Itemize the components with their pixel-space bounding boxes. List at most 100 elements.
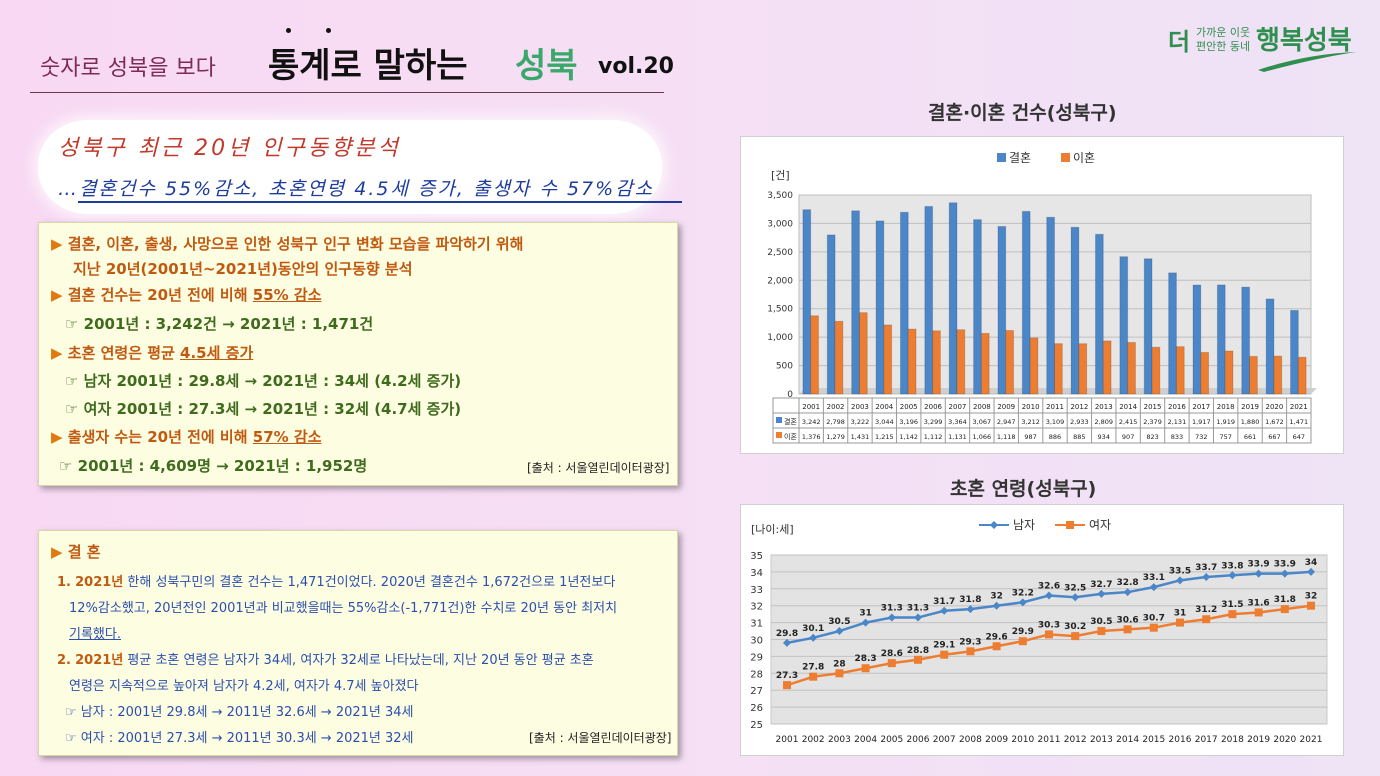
y-tick-label: 3,000 xyxy=(767,219,793,229)
logo-main: 행복성북 xyxy=(1256,26,1352,56)
logo-slogan-line2: 편안한 동네 xyxy=(1196,40,1251,53)
emphasis-dot xyxy=(326,28,331,33)
data-label: 1,917 xyxy=(1192,418,1211,426)
data-label: 3,212 xyxy=(1021,418,1040,426)
data-point-male xyxy=(1045,591,1053,600)
summary-marriage: ▶ 결혼 건수는 20년 전에 비해 55% 감소 xyxy=(51,286,322,304)
data-label: 885 xyxy=(1073,433,1085,441)
data-label: 32 xyxy=(990,592,1003,602)
data-point-female xyxy=(1123,625,1132,634)
header-title: 통계로 말하는 xyxy=(268,46,468,86)
x-tick-label: 2002 xyxy=(827,403,845,411)
data-point-female xyxy=(1202,615,1211,624)
bar-divorce xyxy=(932,330,941,395)
data-point-female xyxy=(835,669,844,678)
bar-divorce xyxy=(834,320,844,395)
data-label: 1,131 xyxy=(948,433,967,441)
bar-marriage xyxy=(997,225,1007,395)
x-tick-label: 2008 xyxy=(973,403,991,411)
chart2-panel: 25 26 27 28 29 30 31 32 33 34 35 [나이:세] 남자 여자 2001 2002… xyxy=(740,504,1344,756)
bar-marriage xyxy=(1143,258,1153,395)
age-male-detail: ☞ 남자 2001년 : 29.8세 → 2021년 : 34세 (4.2세 증… xyxy=(65,372,462,390)
data-label: 30.5 xyxy=(1090,617,1112,627)
data-label: 1,279 xyxy=(826,433,845,441)
marriage-change: 55% 감소 xyxy=(252,286,322,304)
x-tick-label: 2013 xyxy=(1095,403,1113,411)
data-label: 833 xyxy=(1171,433,1183,441)
data-label: 29.8 xyxy=(776,629,798,639)
bar-marriage xyxy=(1094,233,1104,395)
data-label: 32.7 xyxy=(1090,580,1112,590)
x-tick-label: 2011 xyxy=(1038,735,1061,745)
data-label: 732 xyxy=(1195,433,1207,441)
y-axis-label: [나이:세] xyxy=(751,523,794,536)
x-tick-label: 2008 xyxy=(959,735,982,745)
y-tick-label: 33 xyxy=(750,585,763,596)
detail-p2-line1: 2. 2021년 평균 초혼 연령은 남자가 34세, 여자가 32세로 나타났… xyxy=(57,653,594,668)
data-point-female xyxy=(809,672,818,681)
legend-swatch xyxy=(1061,153,1070,162)
data-point-female xyxy=(966,647,975,656)
x-tick-label: 2021 xyxy=(1300,735,1323,745)
y-tick-label: 2,000 xyxy=(767,276,793,286)
detail-box: ▶ 결 혼 1. 2021년 한해 성북구민의 결혼 건수는 1,471건이었다… xyxy=(38,530,678,756)
data-label: 31.6 xyxy=(1247,598,1269,608)
bar-marriage xyxy=(1021,210,1031,395)
data-label: 30.1 xyxy=(802,624,824,634)
data-point-female xyxy=(1045,630,1053,639)
x-tick-label: 2005 xyxy=(900,403,918,411)
data-label: 907 xyxy=(1122,433,1134,441)
data-point-male xyxy=(1071,593,1080,602)
data-label: 987 xyxy=(1024,433,1036,441)
data-point-male xyxy=(914,613,922,622)
summary-box: ▶ 결혼, 이혼, 출생, 사망으로 인한 성북구 인구 변화 모습을 파악하기… xyxy=(38,222,678,486)
y-tick-label: 1,500 xyxy=(767,305,793,315)
data-label: 1,215 xyxy=(875,433,894,441)
data-point-male xyxy=(1097,589,1106,598)
x-tick-label: 2013 xyxy=(1090,735,1113,745)
data-label: 3,242 xyxy=(802,418,821,426)
data-label: 32 xyxy=(1305,592,1318,602)
x-tick-label: 2020 xyxy=(1266,403,1284,411)
data-label: 28.3 xyxy=(854,654,876,664)
triangle-bullet-icon: ▶ xyxy=(51,344,68,362)
legend-label: 남자 xyxy=(1013,518,1035,532)
y-tick-label: 31 xyxy=(750,619,763,630)
data-label: 31.3 xyxy=(881,604,903,614)
x-tick-label: 2018 xyxy=(1217,403,1235,411)
x-tick-label: 2014 xyxy=(1116,735,1139,745)
data-point-female xyxy=(861,664,870,673)
summary-intro-2: 지난 20년(2001년~2021년)동안의 인구동향 분석 xyxy=(73,260,413,278)
data-label: 1,066 xyxy=(973,433,992,441)
data-table xyxy=(772,397,1312,444)
data-label: 31.7 xyxy=(933,597,955,607)
data-label: 823 xyxy=(1146,433,1158,441)
bar-marriage xyxy=(826,234,836,395)
bar-divorce xyxy=(907,328,917,395)
legend-label: 결혼 xyxy=(1009,151,1031,165)
header-divider xyxy=(30,92,664,93)
header-subtitle: 숫자로 성북을 보다 xyxy=(40,56,216,81)
logo-swoosh-icon xyxy=(1258,52,1356,72)
bar-marriage xyxy=(1265,298,1275,395)
table-legend-swatch xyxy=(776,432,782,438)
x-tick-label: 2017 xyxy=(1195,735,1218,745)
bar-divorce xyxy=(1005,329,1015,395)
data-label: 30.3 xyxy=(1038,620,1060,630)
detail-p1-line2: 12%감소했고, 20년전인 2001년과 비교했을때는 55%감소(-1,77… xyxy=(69,601,618,616)
x-tick-label: 2016 xyxy=(1168,403,1186,411)
table-series-label: 결혼 xyxy=(784,417,797,426)
bar-marriage xyxy=(1192,284,1202,395)
legend-marker xyxy=(1066,521,1074,529)
data-label: 31.2 xyxy=(1195,605,1217,615)
data-label: 3,067 xyxy=(973,418,992,426)
data-point-male xyxy=(966,605,975,614)
header-title-accent: 성북 xyxy=(515,46,578,86)
data-point-male xyxy=(940,606,949,615)
data-label: 29.9 xyxy=(1012,627,1034,637)
summary-source: [출처 : 서울열린데이터광장] xyxy=(527,461,670,475)
x-tick-label: 2002 xyxy=(802,735,825,745)
data-label: 1,431 xyxy=(851,433,870,441)
data-label: 3,299 xyxy=(924,418,943,426)
